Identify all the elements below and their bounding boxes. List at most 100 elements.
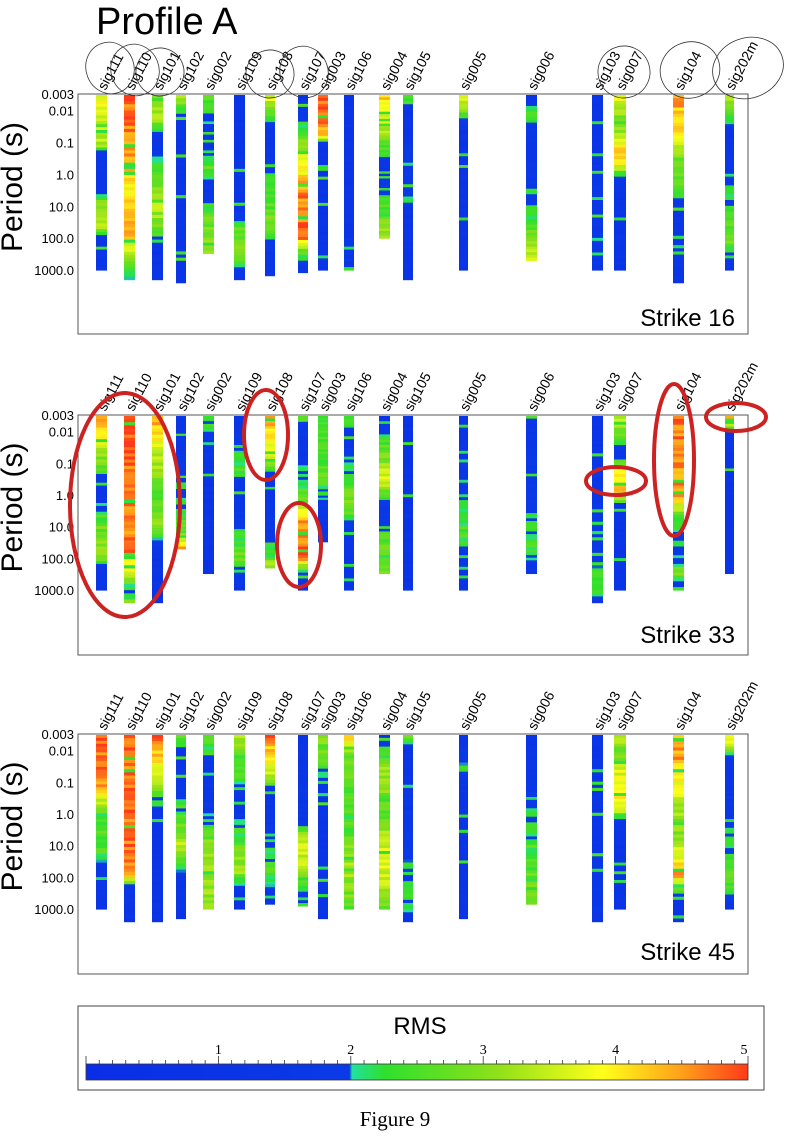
rms-cell: [234, 572, 245, 577]
rms-cell: [234, 764, 245, 768]
rms-cell: [459, 173, 468, 178]
rms-cell: [403, 205, 413, 210]
site-column-sig005: [459, 416, 468, 591]
rms-cell: [234, 569, 245, 574]
rms-cell: [298, 416, 308, 420]
rms-cell: [592, 902, 603, 907]
rms-cell: [298, 868, 308, 873]
rms-cell: [203, 457, 214, 462]
rms-cell: [124, 815, 135, 820]
rms-cell: [318, 223, 328, 227]
rms-cell: [234, 208, 245, 213]
rms-cell: [234, 856, 245, 861]
rms-cell: [592, 759, 603, 764]
rms-cell: [265, 224, 275, 229]
rms-cell: [203, 894, 214, 898]
rms-cell: [725, 555, 734, 559]
rms-cell: [592, 596, 603, 601]
rms-cell: [298, 823, 308, 827]
rms-cell: [673, 453, 684, 458]
rms-cell: [203, 248, 214, 252]
rms-cell: [459, 829, 468, 834]
rms-cell: [344, 214, 354, 219]
rms-cell: [318, 539, 328, 543]
rms-cell: [614, 784, 626, 788]
rms-cell: [403, 193, 413, 198]
rms-cell: [344, 543, 354, 548]
site-column-sig103: [592, 416, 603, 604]
rms-cell: [176, 440, 186, 444]
rms-cell: [176, 431, 186, 435]
rms-cell: [124, 762, 135, 767]
rms-cell: [459, 505, 468, 510]
rms-cell: [318, 474, 328, 478]
rms-cell: [152, 276, 163, 281]
rms-cell: [526, 117, 537, 121]
site-label: sig111: [94, 690, 127, 732]
rms-cell: [203, 134, 214, 138]
rms-cell: [298, 251, 308, 256]
rms-cell: [152, 794, 163, 798]
rms-cell: [265, 509, 275, 513]
colorbar-tick-label: 5: [741, 1043, 748, 1058]
rms-cell: [526, 439, 537, 443]
rms-cell: [318, 531, 328, 534]
rms-cell: [673, 549, 684, 553]
rms-cell: [592, 135, 603, 140]
rms-cell: [592, 890, 603, 895]
rms-cell: [318, 762, 328, 767]
rms-cell: [459, 747, 468, 751]
rms-cell: [176, 912, 186, 917]
rms-cell: [725, 431, 734, 435]
rms-cell: [96, 520, 107, 524]
rms-cell: [234, 471, 245, 475]
rms-cell: [318, 835, 328, 840]
rms-cell: [203, 147, 214, 152]
rms-cell: [592, 512, 603, 517]
rms-cell: [318, 796, 328, 800]
rms-cell: [203, 97, 214, 101]
rms-cell: [344, 491, 354, 495]
rms-cell: [459, 777, 468, 782]
rms-cell: [379, 526, 390, 530]
rms-cell: [176, 148, 186, 152]
rms-cell: [526, 172, 537, 176]
site-label: sig109: [232, 688, 266, 732]
rms-cell: [526, 139, 537, 143]
rms-cell: [725, 176, 734, 181]
rms-cell: [176, 449, 186, 453]
rms-cell: [459, 817, 468, 822]
rms-cell: [459, 445, 468, 449]
rms-cell: [526, 202, 537, 206]
rms-cell: [526, 174, 537, 179]
rms-cell: [403, 856, 413, 861]
rms-cell: [203, 426, 214, 430]
rms-cell: [96, 147, 107, 152]
rms-cell: [459, 814, 468, 819]
rms-cell: [725, 439, 734, 443]
rms-cell: [592, 499, 603, 504]
rms-cell: [96, 261, 107, 265]
rms-cell: [592, 223, 603, 227]
rms-cell: [673, 263, 684, 268]
rms-cell: [176, 753, 186, 758]
rms-cell: [96, 563, 107, 568]
rms-cell: [318, 150, 328, 154]
rms-cell: [459, 774, 468, 779]
rms-cell: [124, 431, 135, 436]
rms-cell: [379, 804, 390, 809]
rms-cell: [673, 738, 684, 742]
rms-cell: [673, 912, 684, 916]
rms-cell: [459, 115, 468, 119]
rms-cell: [96, 581, 107, 585]
rms-cell: [379, 877, 390, 881]
rms-cell: [234, 214, 245, 219]
rms-cell: [344, 508, 354, 513]
rms-cell: [526, 465, 537, 470]
rms-cell: [96, 874, 107, 878]
rms-cell: [265, 754, 275, 759]
rms-cell: [379, 145, 390, 149]
rms-cell: [459, 159, 468, 163]
rms-cell: [176, 462, 186, 466]
rms-cell: [592, 202, 603, 207]
